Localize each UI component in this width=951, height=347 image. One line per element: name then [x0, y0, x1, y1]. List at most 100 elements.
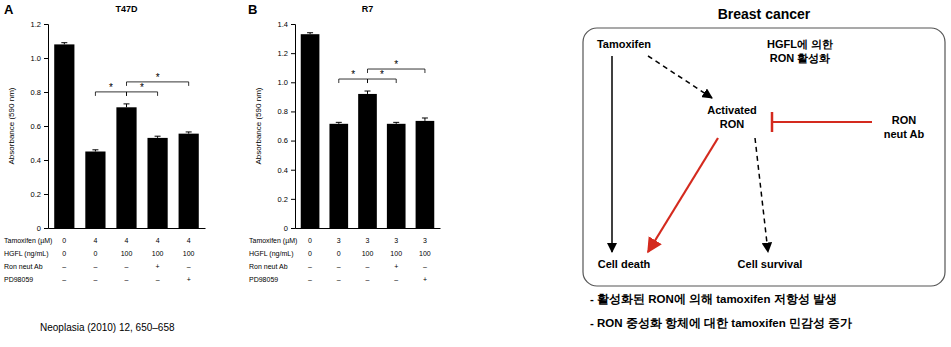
condition-label: Ron neut Ab: [4, 263, 43, 270]
error-bar-cap: [155, 136, 161, 137]
tick-label: 0.4: [278, 166, 288, 175]
condition-value: 4: [93, 237, 97, 244]
condition-value: 3: [366, 237, 370, 244]
axis-line: [44, 25, 49, 229]
error-bar: [336, 122, 342, 123]
tick-mark: [44, 24, 48, 25]
diagram-arrow: [648, 138, 718, 252]
tick-label: 0.6: [31, 122, 41, 131]
error-bar-cap: [422, 117, 428, 118]
diagram-node-line: RON 활성화: [770, 52, 831, 64]
bar: [147, 138, 167, 228]
y-tick: 1.2: [31, 20, 48, 29]
condition-value: –: [423, 263, 427, 270]
condition-value: 0: [93, 250, 97, 257]
bar: [416, 121, 435, 228]
plot-area: [54, 43, 199, 228]
tick-mark: [291, 111, 295, 112]
diagram-arrow: [611, 56, 613, 252]
diagram-node: Cell death: [598, 258, 651, 270]
tick-label: 0.6: [278, 136, 288, 145]
significance-label: *: [140, 82, 144, 93]
condition-value: 0: [337, 250, 341, 257]
condition-value: 100: [121, 250, 133, 257]
y-tick: 1.0: [31, 54, 48, 63]
y-tick: 1.4: [278, 20, 295, 29]
diagram-node: HGFL에 의한 RON 활성화: [767, 38, 833, 64]
error-bar-cap: [186, 131, 192, 132]
tick-mark: [44, 194, 48, 195]
diagram: Breast cancerTamoxifenHGFL에 의한RON 활성화Act…: [583, 6, 945, 330]
diagram-node-line: HGFL에 의한: [767, 38, 833, 50]
diagram-node-line: RON: [720, 118, 745, 130]
diagram-node: RONneut Ab: [884, 114, 925, 140]
y-tick: 0.4: [278, 166, 295, 175]
tick-mark: [291, 170, 295, 171]
condition-value: +: [423, 276, 427, 283]
error-bar: [61, 43, 67, 45]
condition-value: 0: [62, 237, 66, 244]
tick-label: 0.8: [278, 107, 288, 116]
tick-label: 1.4: [278, 20, 288, 29]
tick-mark: [44, 92, 48, 93]
condition-value: 3: [337, 237, 341, 244]
condition-label: HGFL (ng/mL): [4, 250, 48, 258]
significance-label: *: [351, 69, 355, 80]
panel-label: A: [4, 2, 14, 17]
axis-line: [291, 25, 296, 229]
condition-value: +: [394, 263, 398, 270]
significance-label: *: [394, 59, 398, 70]
axis-line: [296, 228, 441, 229]
tick-mark: [44, 160, 48, 161]
condition-value: 4: [125, 237, 129, 244]
error-bar-cap: [61, 42, 67, 43]
diagram-note: - 활성화된 RON에 의해 tamoxifen 저항성 발생: [590, 293, 837, 305]
condition-value: –: [337, 276, 341, 283]
tick-label: 0.2: [278, 195, 288, 204]
tick-label: 0.2: [31, 190, 41, 199]
tick-mark: [291, 24, 295, 25]
y-tick: 0.8: [31, 88, 48, 97]
tick-label: 1.2: [31, 20, 41, 29]
bar: [329, 124, 348, 228]
bar: [358, 94, 377, 228]
diagram-node-line: Activated: [707, 104, 757, 116]
condition-value: 100: [152, 250, 164, 257]
condition-value: 0: [308, 237, 312, 244]
condition-value: –: [125, 276, 129, 283]
error-bar-stem: [126, 104, 127, 107]
tick-mark: [291, 228, 295, 229]
condition-value: –: [62, 263, 66, 270]
chart-panel: AT47DAbsorbance (590 nm)00.20.40.60.81.0…: [4, 2, 206, 283]
condition-value: 100: [419, 250, 431, 257]
error-bar: [186, 132, 192, 134]
chart-panel: BR7Absorbance (590 nm)00.20.40.60.81.01.…: [248, 2, 441, 283]
bar: [85, 152, 105, 229]
significance-label: *: [380, 69, 384, 80]
diagram-node-line: Cell death: [598, 258, 651, 270]
condition-value: 0: [62, 250, 66, 257]
y-tick: 0: [284, 224, 295, 233]
condition-value: 100: [390, 250, 402, 257]
citation: Neoplasia (2010) 12, 650–658: [40, 322, 175, 333]
condition-label: Tamoxifen (µM): [249, 237, 297, 245]
y-tick: 0.6: [31, 122, 48, 131]
diagram-arrow: [755, 138, 768, 252]
diagram-frame: [583, 28, 945, 286]
y-tick: 1.2: [278, 49, 295, 58]
condition-value: –: [62, 276, 66, 283]
condition-label: Ron neut Ab: [249, 263, 288, 270]
condition-value: –: [93, 263, 97, 270]
error-bar: [393, 122, 399, 123]
bar: [54, 44, 74, 228]
chart-title: T47D: [115, 4, 138, 14]
condition-label: HGFL (ng/mL): [249, 250, 293, 258]
axis-line: [49, 228, 206, 229]
diagram-node: Activated RON: [707, 104, 757, 130]
error-bar: [422, 118, 428, 121]
tick-mark: [291, 141, 295, 142]
error-bar-cap: [365, 91, 371, 92]
error-bar: [92, 150, 98, 152]
condition-value: 0: [308, 250, 312, 257]
significance-label: *: [109, 82, 113, 93]
